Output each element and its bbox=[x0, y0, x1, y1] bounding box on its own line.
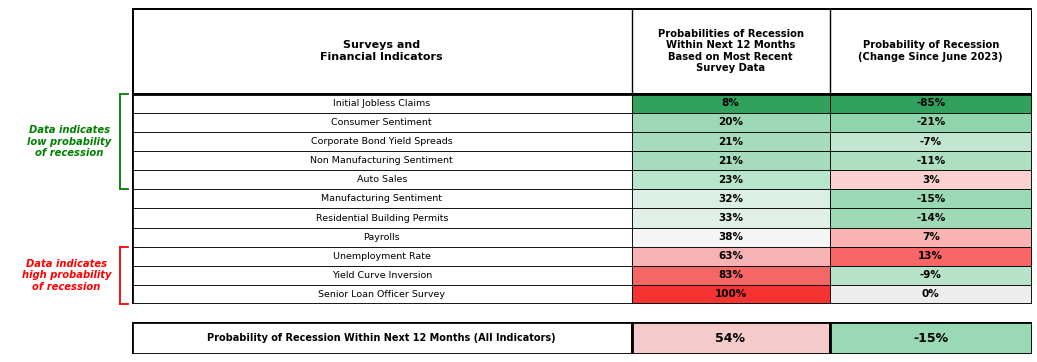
Bar bbox=[830, 228, 1032, 247]
Bar bbox=[132, 151, 632, 170]
Bar bbox=[132, 247, 632, 266]
Bar bbox=[632, 113, 830, 132]
Bar bbox=[632, 266, 830, 285]
Text: Probability of Recession Within Next 12 Months (All Indicators): Probability of Recession Within Next 12 … bbox=[207, 333, 556, 343]
Bar bbox=[132, 8, 1032, 94]
Text: Surveys and
Financial Indicators: Surveys and Financial Indicators bbox=[320, 40, 443, 62]
Bar bbox=[830, 132, 1032, 151]
Text: Non Manufacturing Sentiment: Non Manufacturing Sentiment bbox=[310, 156, 453, 165]
Bar bbox=[632, 209, 830, 228]
Text: Data indicates
low probability
of recession: Data indicates low probability of recess… bbox=[27, 125, 111, 158]
Text: 13%: 13% bbox=[918, 251, 944, 261]
Bar bbox=[830, 266, 1032, 285]
Text: Auto Sales: Auto Sales bbox=[357, 175, 407, 184]
Bar bbox=[830, 151, 1032, 170]
Bar bbox=[632, 247, 830, 266]
Bar bbox=[830, 247, 1032, 266]
Text: 83%: 83% bbox=[718, 270, 742, 280]
Bar bbox=[830, 170, 1032, 189]
Text: 63%: 63% bbox=[718, 251, 742, 261]
Bar bbox=[632, 170, 830, 189]
Text: 3%: 3% bbox=[922, 175, 940, 185]
Text: Corporate Bond Yield Spreads: Corporate Bond Yield Spreads bbox=[311, 137, 452, 146]
Bar bbox=[830, 209, 1032, 228]
Text: 32%: 32% bbox=[718, 194, 742, 204]
Text: 38%: 38% bbox=[718, 232, 742, 242]
Bar bbox=[830, 94, 1032, 113]
Text: 100%: 100% bbox=[714, 290, 747, 299]
Bar bbox=[632, 94, 830, 113]
Bar bbox=[132, 170, 632, 189]
Bar bbox=[632, 132, 830, 151]
Text: Probability of Recession
(Change Since June 2023): Probability of Recession (Change Since J… bbox=[859, 40, 1003, 62]
Text: -85%: -85% bbox=[916, 98, 946, 108]
Text: Consumer Sentiment: Consumer Sentiment bbox=[332, 118, 432, 127]
Bar bbox=[830, 285, 1032, 304]
Text: Senior Loan Officer Survey: Senior Loan Officer Survey bbox=[318, 290, 445, 299]
Text: 54%: 54% bbox=[716, 332, 746, 345]
Text: Data indicates
high probability
of recession: Data indicates high probability of reces… bbox=[22, 259, 111, 292]
Bar bbox=[632, 228, 830, 247]
Bar bbox=[632, 285, 830, 304]
Bar bbox=[132, 209, 632, 228]
Bar bbox=[132, 113, 632, 132]
Text: Unemployment Rate: Unemployment Rate bbox=[333, 252, 430, 261]
Text: Yield Curve Inversion: Yield Curve Inversion bbox=[332, 271, 431, 280]
Text: -15%: -15% bbox=[916, 194, 946, 204]
Text: 0%: 0% bbox=[922, 290, 940, 299]
Text: -9%: -9% bbox=[920, 270, 942, 280]
Bar bbox=[132, 189, 632, 209]
Bar bbox=[132, 266, 632, 285]
Text: 8%: 8% bbox=[722, 98, 739, 108]
Text: 7%: 7% bbox=[922, 232, 940, 242]
Bar bbox=[132, 94, 632, 113]
Bar bbox=[632, 151, 830, 170]
Text: 23%: 23% bbox=[718, 175, 742, 185]
Bar bbox=[132, 228, 632, 247]
Bar bbox=[632, 189, 830, 209]
Text: 21%: 21% bbox=[718, 156, 742, 166]
Bar bbox=[830, 322, 1032, 354]
Bar bbox=[632, 322, 830, 354]
Text: Manufacturing Sentiment: Manufacturing Sentiment bbox=[321, 194, 442, 203]
Bar bbox=[132, 322, 632, 354]
Text: -11%: -11% bbox=[916, 156, 946, 166]
Text: Initial Jobless Claims: Initial Jobless Claims bbox=[333, 99, 430, 108]
Bar bbox=[132, 132, 632, 151]
Text: 33%: 33% bbox=[718, 213, 742, 223]
Text: Probabilities of Recession
Within Next 12 Months
Based on Most Recent
Survey Dat: Probabilities of Recession Within Next 1… bbox=[657, 29, 804, 73]
Bar bbox=[830, 189, 1032, 209]
Text: -15%: -15% bbox=[914, 332, 948, 345]
Text: -7%: -7% bbox=[920, 136, 942, 147]
Text: Payrolls: Payrolls bbox=[363, 233, 400, 241]
Text: -14%: -14% bbox=[916, 213, 946, 223]
Bar bbox=[132, 285, 632, 304]
Text: 20%: 20% bbox=[718, 118, 742, 127]
Text: -21%: -21% bbox=[916, 118, 946, 127]
Text: Residential Building Permits: Residential Building Permits bbox=[315, 214, 448, 223]
Bar bbox=[830, 113, 1032, 132]
Text: 21%: 21% bbox=[718, 136, 742, 147]
